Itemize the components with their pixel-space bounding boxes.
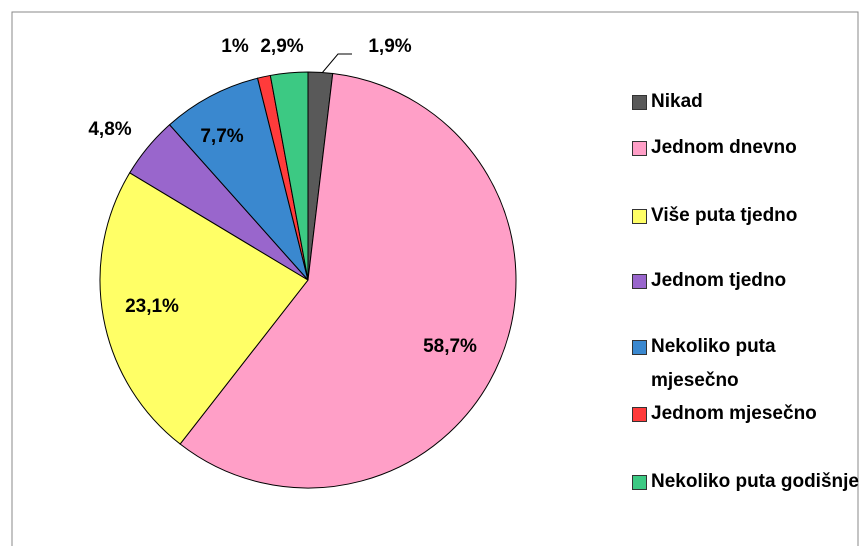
data-label: 1% — [221, 36, 249, 57]
pie-slice — [168, 77, 309, 281]
legend-label: Nikad — [651, 91, 703, 112]
legend-item: Jednom tjedno — [632, 264, 860, 298]
legend-item: Nekoliko puta mjesečno — [632, 330, 860, 398]
legend-item: Nikad — [632, 85, 860, 119]
legend-label: Nekoliko puta mjesečno — [651, 336, 776, 391]
data-label: 2,9% — [260, 36, 303, 57]
leader-line — [321, 53, 352, 74]
data-label: 7,7% — [200, 126, 243, 147]
legend-swatch — [632, 340, 647, 355]
legend-swatch — [632, 209, 647, 224]
data-label: 23,1% — [125, 296, 179, 317]
legend-item: Nekoliko puta godišnje — [632, 465, 860, 499]
legend-label: Nekoliko puta godišnje — [651, 471, 859, 492]
pie-slice — [179, 72, 517, 489]
legend-swatch — [632, 274, 647, 289]
legend-item: Više puta tjedno — [632, 199, 860, 233]
pie-slice — [99, 172, 309, 445]
legend-swatch — [632, 475, 647, 490]
data-label: 4,8% — [88, 119, 131, 140]
legend-label: Više puta tjedno — [651, 205, 798, 226]
frame — [11, 11, 859, 546]
legend-label: Jednom tjedno — [651, 270, 787, 291]
legend-item: Jednom mjesečno — [632, 397, 860, 431]
data-label: 58,7% — [423, 336, 477, 357]
legend-swatch — [632, 407, 647, 422]
legend-label: Jednom dnevno — [651, 137, 797, 158]
data-label: 1,9% — [368, 36, 411, 57]
pie-slice — [269, 71, 309, 281]
legend-label: Jednom mjesečno — [651, 403, 817, 424]
legend-item: Jednom dnevno — [632, 131, 860, 165]
legend-swatch — [632, 95, 647, 110]
legend-swatch — [632, 141, 647, 156]
